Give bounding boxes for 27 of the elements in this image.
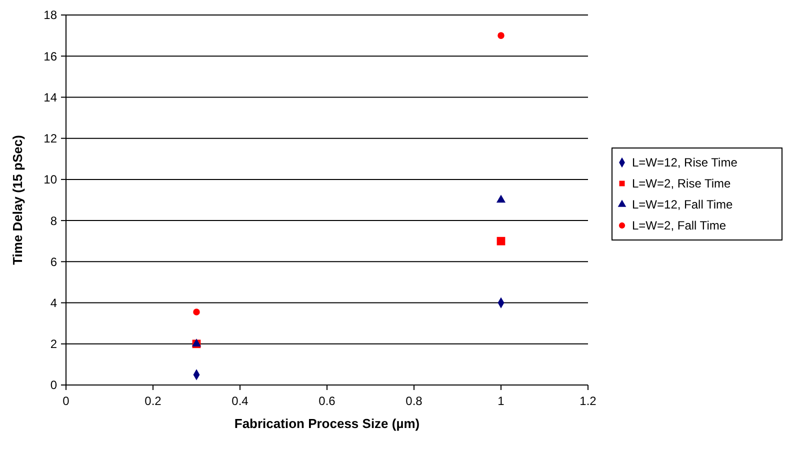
y-tick-label: 14 bbox=[44, 90, 58, 104]
y-tick-label: 8 bbox=[50, 214, 58, 228]
y-tick-label: 6 bbox=[50, 254, 58, 269]
point bbox=[498, 32, 504, 39]
y-tick-label: 10 bbox=[44, 172, 58, 187]
point bbox=[496, 194, 506, 203]
x-tick-label: 1.2 bbox=[580, 394, 597, 408]
x-tick-label: 0.8 bbox=[406, 394, 423, 408]
x-tick-label: 0.6 bbox=[318, 394, 336, 408]
y-tick-label: 18 bbox=[44, 8, 58, 22]
legend-label: L=W=2, Rise Time bbox=[632, 176, 732, 191]
x-tick-label: 0.2 bbox=[144, 394, 162, 408]
y-axis-title: Time Delay (15 pSec) bbox=[10, 135, 25, 265]
x-tick-label: 0.4 bbox=[232, 394, 249, 408]
x-axis-title: Fabrication Process Size (µm) bbox=[234, 416, 420, 431]
y-tick-label: 0 bbox=[50, 378, 58, 392]
y-tick-label: 2 bbox=[50, 337, 58, 352]
y-tick-label: 12 bbox=[44, 132, 58, 146]
y-tick-label: 16 bbox=[44, 49, 58, 64]
legend-label: L=W=12, Fall Time bbox=[632, 198, 734, 212]
legend-label: L=W=2, Fall Time bbox=[632, 218, 726, 233]
x-tick-label: 1 bbox=[498, 394, 505, 408]
x-tick-label: 0 bbox=[62, 394, 70, 408]
legend-label: L=W=12, Rise Time bbox=[632, 156, 738, 170]
point bbox=[193, 308, 200, 316]
y-tick-label: 4 bbox=[50, 296, 58, 310]
point bbox=[496, 236, 506, 246]
